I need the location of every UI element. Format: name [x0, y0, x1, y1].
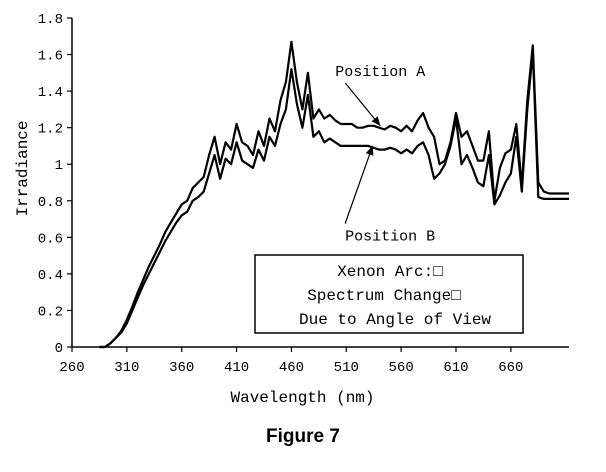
x-tick-label: 360 [169, 360, 194, 376]
x-tick-label: 460 [279, 360, 304, 376]
text-box-line-1: Xenon Arc:□ [337, 263, 443, 281]
x-tick-label: 260 [59, 360, 84, 376]
series-line-position-b [99, 49, 569, 349]
y-tick-label: 1.6 [38, 49, 63, 65]
x-tick-label: 610 [443, 360, 468, 376]
x-axis-title: Wavelength (nm) [230, 389, 374, 407]
y-tick-label: 1.8 [38, 12, 63, 28]
text-box-frame [254, 254, 524, 334]
y-tick-label: 1.4 [38, 85, 63, 101]
y-tick-label: 1 [55, 158, 63, 174]
y-tick-label: 0.2 [38, 304, 63, 320]
y-axis: 0 0.2 0.4 0.6 0.8 1 1.2 1.4 1.6 1.8 [38, 12, 73, 357]
x-tick-label: 310 [114, 360, 139, 376]
y-tick-label: 0.4 [38, 268, 63, 284]
x-tick-label: 510 [334, 360, 359, 376]
annotation-arrow-line [344, 82, 381, 127]
text-box-line-3: Due to Angle of View [299, 311, 491, 329]
x-tick-label: 660 [498, 360, 523, 376]
series-layer [99, 40, 569, 349]
annotation-arrowhead [371, 116, 381, 126]
y-axis-title: Irradiance [14, 120, 32, 216]
annotation-label-position-b: Position B [345, 229, 435, 246]
text-box-line-2: Spectrum Change□ [307, 287, 461, 305]
chart-text-box: Xenon Arc:□ Spectrum Change□ Due to Angl… [254, 254, 524, 334]
figure-caption: Figure 7 [266, 426, 340, 447]
annotation-arrow-line [344, 145, 374, 224]
y-tick-label: 0.8 [38, 195, 63, 211]
annotation-layer: Position A Position B [335, 64, 435, 246]
annotation-label-position-a: Position A [335, 64, 425, 81]
y-tick-label: 0 [55, 341, 63, 357]
series-line-position-a [99, 40, 569, 349]
annotation-arrowhead [365, 145, 374, 156]
x-tick-label: 560 [389, 360, 414, 376]
y-tick-label: 1.2 [38, 122, 63, 138]
y-tick-label: 0.6 [38, 231, 63, 247]
x-tick-label: 410 [224, 360, 249, 376]
x-axis: 260 310 360 410 460 510 560 610 660 [59, 346, 569, 376]
